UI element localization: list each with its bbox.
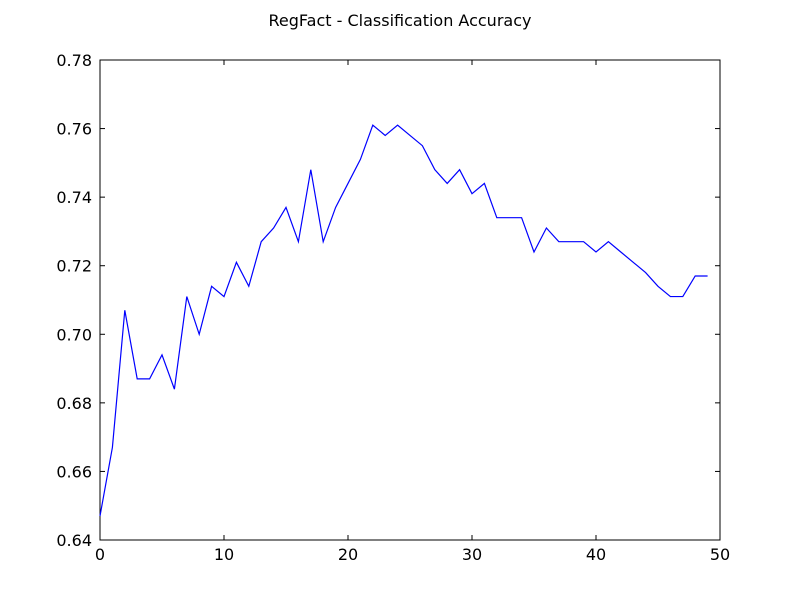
plot-area-frame <box>99 59 721 541</box>
y-tick-label: 0.72 <box>56 257 92 276</box>
axis-ticks <box>99 59 721 541</box>
x-tick-label: 10 <box>214 545 234 564</box>
y-tick-label: 0.78 <box>56 51 92 70</box>
y-tick-label: 0.70 <box>56 325 92 344</box>
x-tick-label: 20 <box>338 545 358 564</box>
axis-tick-labels: 0 10 20 30 40 50 0.64 0.66 0.68 0.70 0.72 0.74 0.76 0… <box>56 51 730 564</box>
x-tick-label: 50 <box>710 545 730 564</box>
y-tick-label: 0.68 <box>56 394 92 413</box>
y-tick-label: 0.74 <box>56 188 92 207</box>
series-line <box>99 124 708 517</box>
series-layer <box>99 124 708 517</box>
y-tick-label: 0.66 <box>56 462 92 481</box>
y-tick-label: 0.76 <box>56 120 92 139</box>
chart-title: RegFact - Classification Accuracy <box>269 11 532 30</box>
x-tick-label: 30 <box>462 545 482 564</box>
y-tick-label: 0.64 <box>56 531 92 550</box>
x-tick-label: 0 <box>95 545 105 564</box>
x-tick-label: 40 <box>586 545 606 564</box>
